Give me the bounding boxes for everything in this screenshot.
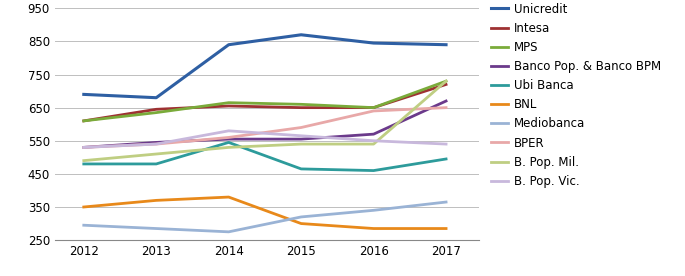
B. Pop. Mil. [79,159,88,162]
Line: BPER: BPER [84,108,446,147]
Line: Intesa: Intesa [84,84,446,121]
BPER [225,136,233,139]
Unicredit [369,41,377,45]
Line: B. Pop. Vic.: B. Pop. Vic. [84,131,446,147]
B. Pop. Vic. [79,146,88,149]
Unicredit [79,93,88,96]
B. Pop. Vic. [369,139,377,142]
Banco Pop. & Banco BPM [79,146,88,149]
B. Pop. Vic. [152,142,160,146]
Unicredit [152,96,160,99]
Ubi Banca [152,162,160,166]
Unicredit [225,43,233,46]
B. Pop. Mil. [297,142,306,146]
Unicredit [442,43,450,46]
Line: B. Pop. Mil.: B. Pop. Mil. [84,81,446,161]
B. Pop. Vic. [225,129,233,132]
Banco Pop. & Banco BPM [442,99,450,103]
Line: BNL: BNL [84,197,446,229]
B. Pop. Mil. [152,152,160,156]
MPS [225,101,233,104]
Legend: Unicredit, Intesa, MPS, Banco Pop. & Banco BPM, Ubi Banca, BNL, Mediobanca, BPER: Unicredit, Intesa, MPS, Banco Pop. & Ban… [490,2,661,188]
Ubi Banca [442,157,450,161]
Banco Pop. & Banco BPM [152,141,160,144]
BNL [442,227,450,230]
BNL [225,195,233,199]
MPS [297,103,306,106]
BPER [442,106,450,109]
MPS [442,79,450,83]
BPER [79,146,88,149]
Banco Pop. & Banco BPM [225,137,233,141]
BNL [369,227,377,230]
Banco Pop. & Banco BPM [369,132,377,136]
Ubi Banca [225,141,233,144]
BPER [369,109,377,113]
Intesa [442,83,450,86]
B. Pop. Mil. [225,146,233,149]
Mediobanca [297,215,306,219]
BNL [152,199,160,202]
Ubi Banca [79,162,88,166]
Mediobanca [225,230,233,233]
B. Pop. Mil. [442,79,450,83]
Intesa [152,108,160,111]
Mediobanca [152,227,160,230]
BNL [79,205,88,209]
Line: Ubi Banca: Ubi Banca [84,142,446,171]
Mediobanca [442,200,450,204]
MPS [369,106,377,109]
MPS [152,111,160,114]
Intesa [79,119,88,123]
Banco Pop. & Banco BPM [297,137,306,141]
BPER [152,142,160,146]
Line: Banco Pop. & Banco BPM: Banco Pop. & Banco BPM [84,101,446,147]
Mediobanca [369,209,377,212]
Mediobanca [79,224,88,227]
Line: Mediobanca: Mediobanca [84,202,446,232]
Intesa [369,106,377,109]
B. Pop. Vic. [297,134,306,137]
MPS [79,119,88,123]
Ubi Banca [369,169,377,172]
Ubi Banca [297,167,306,171]
BPER [297,126,306,129]
BNL [297,222,306,225]
Line: Unicredit: Unicredit [84,35,446,98]
B. Pop. Mil. [369,142,377,146]
Unicredit [297,33,306,36]
Intesa [225,104,233,108]
Intesa [297,106,306,109]
B. Pop. Vic. [442,142,450,146]
Line: MPS: MPS [84,81,446,121]
